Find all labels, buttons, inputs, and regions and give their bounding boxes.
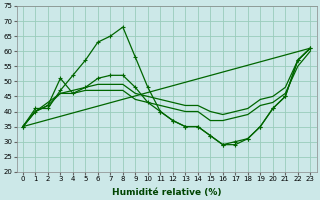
X-axis label: Humidité relative (%): Humidité relative (%): [112, 188, 221, 197]
